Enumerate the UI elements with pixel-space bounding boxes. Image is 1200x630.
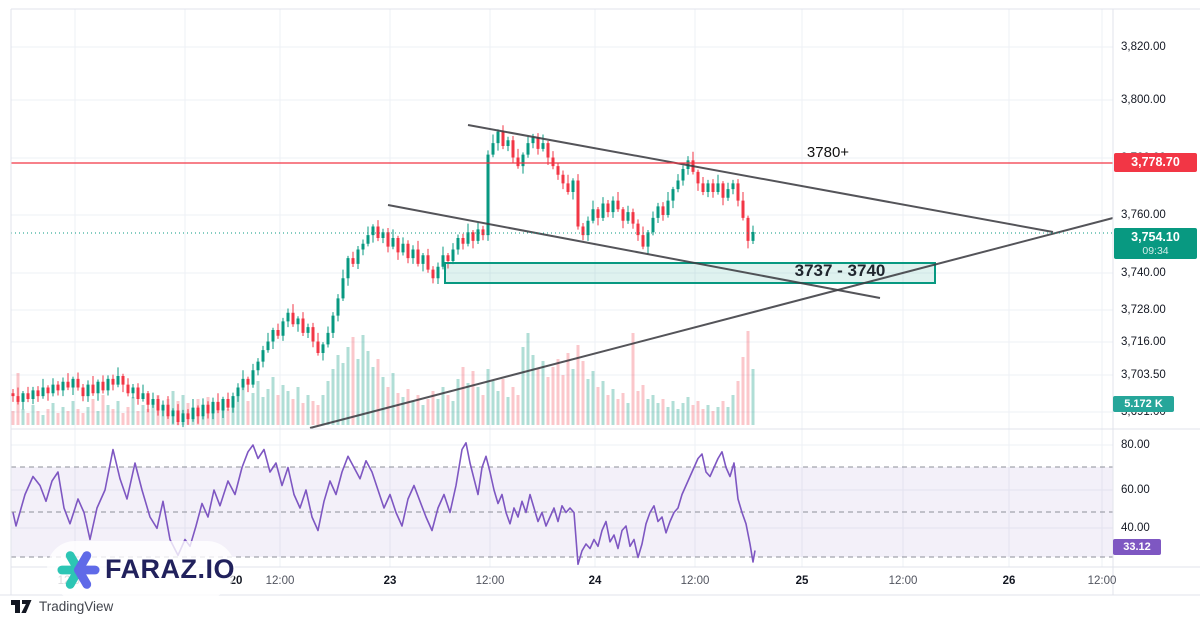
brand-name: FARAZ.IO [105, 554, 235, 584]
time-axis-tick: 12:00 [1087, 575, 1117, 587]
annotation-resistance-text[interactable]: 3780+ [806, 144, 850, 161]
last-price-value: 3,754.10 [1131, 230, 1180, 244]
faraz-asterisk-icon [57, 550, 100, 589]
time-axis-tick: 12:00 [265, 575, 295, 587]
price-axis-tick: 3,740.00 [1121, 267, 1166, 279]
rsi-axis-tick: 60.00 [1121, 484, 1150, 496]
time-axis-tick: 12:00 [680, 575, 710, 587]
rsi-axis-tick: 40.00 [1121, 522, 1150, 534]
price-axis-tick: 3,716.00 [1121, 336, 1166, 348]
time-axis-tick: 23 [383, 575, 397, 587]
bar-countdown: 09:34 [1142, 245, 1169, 257]
time-axis-tick: 25 [795, 575, 809, 587]
rsi-value-label: 33.12 [1113, 539, 1161, 555]
alert-price-label[interactable]: 3,778.70 [1114, 153, 1197, 172]
time-axis-tick: 26 [1002, 575, 1016, 587]
price-axis-tick: 3,728.00 [1121, 304, 1166, 316]
tradingview-attribution[interactable]: TradingView [11, 599, 113, 614]
rsi-axis-tick: 80.00 [1121, 439, 1150, 451]
tradingview-icon [11, 600, 32, 613]
time-axis-tick: 24 [588, 575, 602, 587]
volume-value-label: 5.172 K [1113, 396, 1174, 412]
price-axis-tick: 3,800.00 [1121, 94, 1166, 106]
price-axis-tick: 3,760.00 [1121, 209, 1166, 221]
last-price-label: 3,754.10 09:34 [1114, 228, 1197, 259]
price-axis-tick: 3,820.00 [1121, 41, 1166, 53]
tradingview-label: TradingView [39, 599, 114, 614]
price-axis-tick: 3,703.50 [1121, 369, 1166, 381]
brand-watermark: FARAZ.IO [47, 541, 235, 598]
time-axis-tick: 12:00 [475, 575, 505, 587]
annotation-zone-text[interactable]: 3737 - 3740 [794, 261, 886, 280]
time-axis-tick: 12:00 [888, 575, 918, 587]
